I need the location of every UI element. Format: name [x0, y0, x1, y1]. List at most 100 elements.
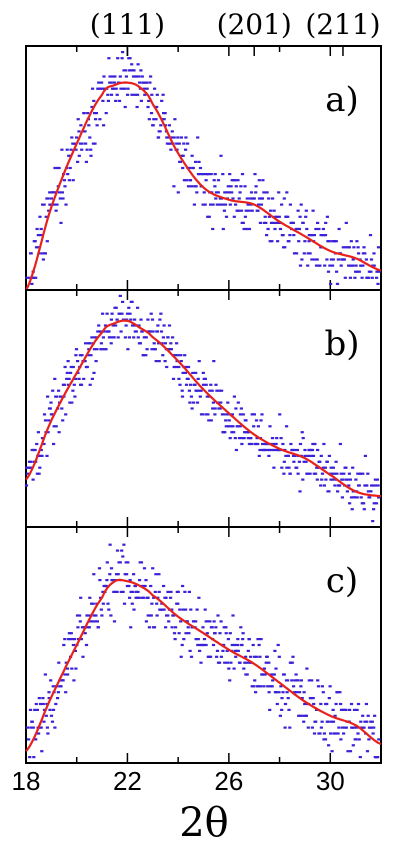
- data-point: [164, 342, 167, 344]
- data-point: [129, 626, 132, 628]
- data-point: [303, 449, 306, 451]
- data-point: [295, 467, 298, 469]
- data-point: [181, 396, 184, 398]
- data-point: [42, 258, 45, 260]
- data-point: [195, 185, 198, 187]
- data-point: [369, 490, 372, 492]
- data-point: [144, 585, 147, 587]
- data-point: [224, 204, 227, 206]
- data-point: [124, 336, 127, 338]
- data-point: [182, 155, 185, 157]
- data-point: [78, 155, 81, 157]
- data-point: [174, 366, 177, 368]
- data-point: [266, 656, 269, 658]
- data-point: [109, 614, 112, 616]
- data-point: [72, 679, 75, 681]
- data-point: [199, 396, 202, 398]
- data-point: [214, 384, 217, 386]
- data-point: [38, 697, 41, 699]
- data-point: [127, 307, 130, 309]
- data-point: [312, 455, 315, 457]
- data-point: [59, 222, 62, 224]
- data-point: [323, 484, 326, 486]
- data-point: [198, 360, 201, 362]
- data-point: [195, 191, 198, 193]
- data-point: [351, 508, 354, 510]
- data-point: [184, 609, 187, 611]
- data-point: [239, 185, 242, 187]
- data-point: [69, 167, 72, 169]
- data-point: [53, 727, 56, 729]
- data-point: [97, 324, 100, 326]
- data-point: [114, 324, 117, 326]
- data-point: [316, 222, 319, 224]
- data-point: [216, 614, 219, 616]
- data-point: [238, 437, 241, 439]
- data-point: [40, 750, 43, 752]
- data-point: [295, 673, 298, 675]
- data-point: [60, 407, 63, 409]
- data-point: [239, 413, 242, 415]
- data-point: [109, 75, 112, 77]
- data-point: [181, 390, 184, 392]
- data-point: [351, 265, 354, 267]
- data-point: [53, 378, 56, 380]
- data-point: [328, 697, 331, 699]
- data-point: [70, 632, 73, 634]
- data-point: [64, 204, 67, 206]
- data-point: [139, 342, 142, 344]
- data-point: [292, 222, 295, 224]
- data-point: [367, 715, 370, 717]
- data-point: [40, 228, 43, 230]
- data-point: [176, 354, 179, 356]
- data-point: [253, 197, 256, 199]
- data-point: [339, 703, 342, 705]
- data-point: [196, 402, 199, 404]
- data-point: [186, 143, 189, 145]
- data-point: [76, 626, 79, 628]
- data-point: [336, 490, 339, 492]
- data-point: [154, 573, 157, 575]
- data-point: [36, 709, 39, 711]
- data-point: [211, 626, 214, 628]
- data-point: [137, 63, 140, 65]
- data-point: [377, 484, 380, 486]
- data-point: [35, 443, 38, 445]
- data-point: [244, 419, 247, 421]
- data-point: [270, 240, 273, 242]
- data-point: [187, 626, 190, 628]
- data-point: [230, 191, 233, 193]
- data-point: [66, 673, 69, 675]
- data-point: [208, 620, 211, 622]
- data-point: [364, 455, 367, 457]
- data-point: [288, 727, 291, 729]
- data-point: [245, 228, 248, 230]
- data-point: [131, 603, 134, 605]
- data-point: [174, 638, 177, 640]
- data-point: [192, 402, 195, 404]
- data-point: [322, 691, 325, 693]
- data-point: [102, 75, 105, 77]
- data-point: [153, 626, 156, 628]
- data-point: [353, 277, 356, 279]
- data-point: [205, 179, 208, 181]
- data-point: [27, 738, 30, 740]
- data-point: [313, 732, 316, 734]
- data-point: [350, 240, 353, 242]
- data-point: [299, 265, 302, 267]
- data-point: [368, 496, 371, 498]
- data-point: [218, 662, 221, 664]
- data-point: [169, 149, 172, 151]
- data-point: [255, 419, 258, 421]
- data-point: [255, 185, 258, 187]
- data-point: [67, 360, 70, 362]
- data-point: [122, 544, 125, 546]
- data-point: [63, 384, 66, 386]
- data-point: [52, 709, 55, 711]
- data-point: [301, 431, 304, 433]
- data-point: [131, 591, 134, 593]
- data-point: [152, 124, 155, 126]
- data-point: [149, 585, 152, 587]
- data-point: [145, 336, 148, 338]
- data-point: [214, 632, 217, 634]
